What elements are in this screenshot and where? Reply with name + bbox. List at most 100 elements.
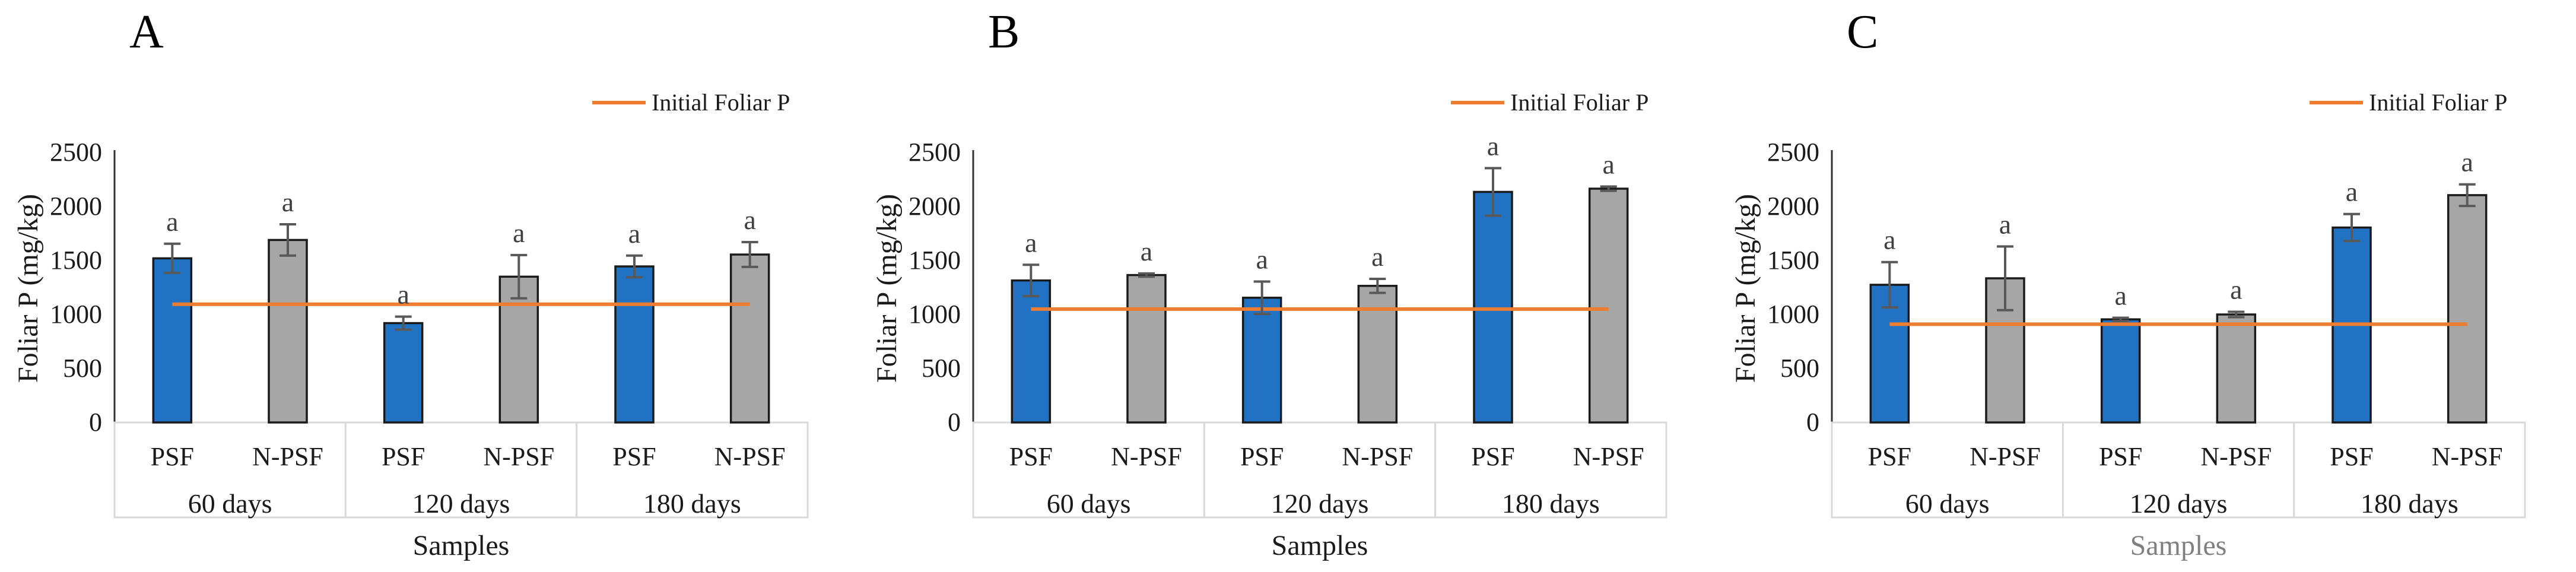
chart-panel-a: A Initial Foliar P Foliar P (mg/kg) 0 500 100… xyxy=(0,0,859,572)
error-bar-n-psf-120-days xyxy=(2228,310,2245,319)
chart-panel-b: B Initial Foliar P Foliar P (mg/kg) 0 500 100… xyxy=(859,0,1717,572)
sample-label-n-psf: N-PSF xyxy=(2431,442,2503,471)
sample-label-psf: PSF xyxy=(1240,442,1284,471)
bar-n-psf-120-days xyxy=(1357,285,1398,424)
group-label-60-days: 60 days xyxy=(1905,488,1990,519)
category-table-border xyxy=(113,421,809,519)
significance-letter: a xyxy=(744,205,755,235)
significance-letter: a xyxy=(1025,227,1037,258)
sample-label-psf: PSF xyxy=(381,442,425,471)
legend-initial-foliar-p: Initial Foliar P xyxy=(592,89,790,116)
sample-label-n-psf: N-PSF xyxy=(714,442,786,471)
error-bar-n-psf-120-days xyxy=(510,253,528,300)
bar-psf-60-days xyxy=(1011,279,1052,424)
bar-psf-60-days xyxy=(152,257,193,424)
sample-label-psf: PSF xyxy=(2330,442,2374,471)
initial-foliar-p-line-icon xyxy=(1451,101,1504,104)
bar-n-psf-120-days xyxy=(2216,313,2257,424)
y-tick-label: 0 xyxy=(89,408,102,437)
plot-area-c: a a a a a a xyxy=(1831,147,2526,519)
error-bar-psf-180-days xyxy=(1485,167,1501,217)
error-bar-psf-60-days xyxy=(164,242,181,274)
error-bar-n-psf-60-days xyxy=(1997,245,2013,312)
panel-letter: C xyxy=(1847,6,1879,58)
significance-letter: a xyxy=(1999,209,2011,239)
bar-psf-180-days xyxy=(1473,190,1513,424)
sample-label-n-psf: N-PSF xyxy=(2200,442,2272,471)
sample-label-psf: PSF xyxy=(1471,442,1515,471)
y-tick-label: 500 xyxy=(1780,354,1819,383)
significance-letter: a xyxy=(397,279,409,310)
significance-letter: a xyxy=(1487,131,1499,161)
initial-foliar-p-line-icon xyxy=(592,101,646,104)
error-bar-psf-180-days xyxy=(626,254,643,279)
error-bar-psf-60-days xyxy=(1022,263,1040,298)
error-bar-psf-180-days xyxy=(2343,212,2360,243)
bar-n-psf-180-days xyxy=(1588,188,1629,424)
legend-initial-foliar-p: Initial Foliar P xyxy=(2310,89,2507,116)
x-axis-title: Samples xyxy=(412,530,510,561)
y-tick-label: 1500 xyxy=(50,246,102,275)
y-tick-label: 2000 xyxy=(1767,192,1819,221)
group-label-60-days: 60 days xyxy=(188,488,272,519)
sample-label-n-psf: N-PSF xyxy=(1573,442,1644,471)
significance-letter: a xyxy=(1141,236,1152,266)
category-table-border xyxy=(1831,421,2526,519)
plot-area-b: a a a a a a xyxy=(972,131,1667,519)
y-tick-label: 1000 xyxy=(909,300,961,329)
bar-n-psf-60-days xyxy=(268,239,308,424)
sample-label-n-psf: N-PSF xyxy=(483,442,555,471)
bar-n-psf-180-days xyxy=(2447,194,2488,424)
error-bar-n-psf-60-days xyxy=(1138,272,1155,278)
error-bar-psf-120-days xyxy=(2112,316,2129,322)
group-label-180-days: 180 days xyxy=(643,488,741,519)
group-label-60-days: 60 days xyxy=(1046,488,1131,519)
y-tick-label: 0 xyxy=(948,408,961,437)
bar-psf-120-days xyxy=(2100,318,2141,424)
error-bar-n-psf-120-days xyxy=(1369,277,1386,294)
significance-letter: a xyxy=(628,218,640,249)
sample-label-psf: PSF xyxy=(1867,442,1912,471)
y-tick-label: 0 xyxy=(1806,408,1819,437)
significance-letter: a xyxy=(282,187,294,217)
group-label-180-days: 180 days xyxy=(1501,488,1600,519)
y-tick-label: 2500 xyxy=(909,138,961,167)
panel-letter: A xyxy=(129,6,164,58)
sample-label-psf: PSF xyxy=(150,442,195,471)
plot-area-a: a a a a a a xyxy=(113,150,809,519)
bar-n-psf-180-days xyxy=(729,253,770,424)
sample-label-n-psf: N-PSF xyxy=(1342,442,1414,471)
sample-label-psf: PSF xyxy=(1009,442,1053,471)
y-tick-label: 1500 xyxy=(909,246,961,275)
y-tick-label: 500 xyxy=(922,354,961,383)
y-tick-label: 2000 xyxy=(909,192,961,221)
bar-n-psf-60-days xyxy=(1126,274,1167,424)
error-bar-n-psf-180-days xyxy=(2459,183,2476,208)
sample-label-psf: PSF xyxy=(612,442,656,471)
significance-letter: a xyxy=(1883,225,1895,255)
error-bar-psf-60-days xyxy=(1881,260,1898,309)
bar-psf-120-days xyxy=(383,322,424,424)
initial-foliar-p-line-icon xyxy=(2310,101,2363,104)
y-tick-label: 1000 xyxy=(50,300,102,329)
y-tick-label: 500 xyxy=(63,354,102,383)
significance-letter: a xyxy=(1602,149,1614,179)
error-bar-psf-120-days xyxy=(1253,280,1270,316)
group-label-180-days: 180 days xyxy=(2360,488,2459,519)
legend-label: Initial Foliar P xyxy=(652,89,790,116)
y-tick-label: 2500 xyxy=(50,138,102,167)
error-bar-n-psf-60-days xyxy=(279,223,296,257)
sample-label-n-psf: N-PSF xyxy=(1970,442,2041,471)
significance-letter: a xyxy=(1371,241,1383,272)
y-tick-label: 2000 xyxy=(50,192,102,221)
bar-psf-180-days xyxy=(614,265,655,424)
group-label-120-days: 120 days xyxy=(1270,488,1369,519)
sample-label-n-psf: N-PSF xyxy=(1111,442,1182,471)
significance-letter: a xyxy=(166,206,178,237)
sample-label-n-psf: N-PSF xyxy=(252,442,323,471)
error-bar-n-psf-180-days xyxy=(741,241,758,268)
y-tick-label: 1500 xyxy=(1767,246,1819,275)
significance-letter: a xyxy=(1256,244,1268,274)
y-tick-label: 2500 xyxy=(1767,138,1819,167)
